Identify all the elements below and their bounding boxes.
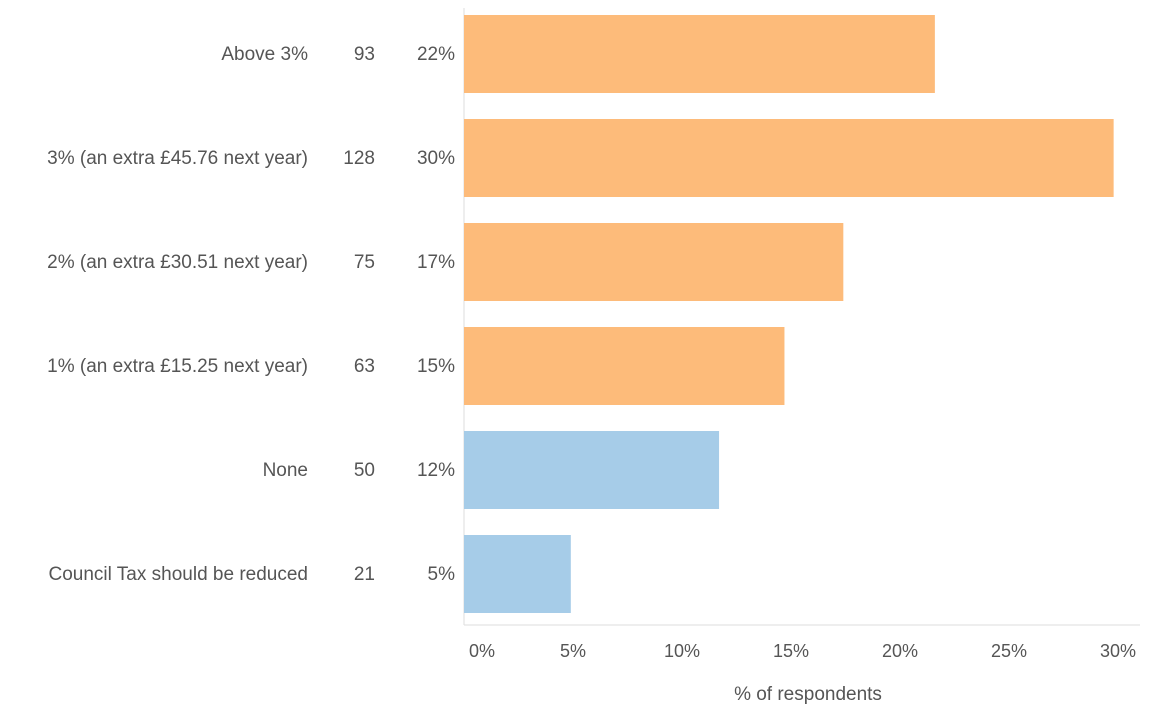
x-axis-title: % of respondents: [734, 684, 882, 705]
category-label: 3% (an extra £45.76 next year): [47, 148, 308, 169]
percent-label: 30%: [417, 148, 455, 169]
count-label: 50: [354, 460, 375, 481]
x-axis-ticks: 0% 5% 10% 15% 20% 25% 30%: [469, 641, 1136, 661]
category-label: 2% (an extra £30.51 next year): [47, 252, 308, 273]
x-tick-label: 5%: [560, 641, 586, 661]
category-label: 1% (an extra £15.25 next year): [47, 356, 308, 377]
category-label: Above 3%: [221, 44, 308, 65]
x-tick-label: 0%: [469, 641, 495, 661]
percent-label: 22%: [417, 44, 455, 65]
bar-rows: Above 3% 93 22% 3% (an extra £45.76 next ye…: [47, 15, 1114, 613]
bar: [464, 223, 844, 301]
x-tick-label: 30%: [1100, 641, 1136, 661]
bar: [464, 535, 571, 613]
x-tick-label: 20%: [882, 641, 918, 661]
bar: [464, 119, 1114, 197]
axes: [463, 8, 1140, 626]
percent-label: 12%: [417, 460, 455, 481]
count-label: 21: [354, 564, 375, 585]
category-label: Council Tax should be reduced: [49, 564, 309, 585]
x-tick-label: 25%: [991, 641, 1027, 661]
percent-label: 15%: [417, 356, 455, 377]
count-label: 75: [354, 252, 375, 273]
count-label: 93: [354, 44, 375, 65]
percent-label: 5%: [428, 564, 456, 585]
count-label: 63: [354, 356, 375, 377]
x-tick-label: 10%: [664, 641, 700, 661]
count-label: 128: [343, 148, 375, 169]
category-label: None: [263, 460, 308, 481]
percent-label: 17%: [417, 252, 455, 273]
bar: [464, 15, 935, 93]
bar: [464, 431, 720, 509]
bar: [464, 327, 785, 405]
x-tick-label: 15%: [773, 641, 809, 661]
